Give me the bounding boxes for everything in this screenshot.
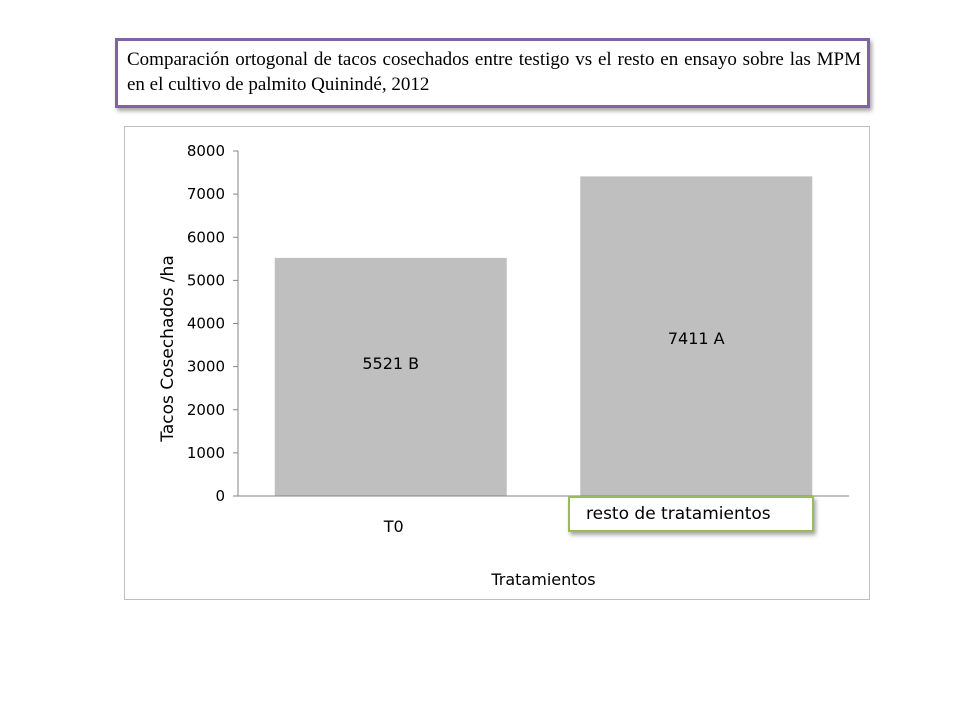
data-label: 7411 A: [668, 329, 725, 348]
category-label-callout: resto de tratamientos: [568, 496, 814, 532]
chart-title: Comparación ortogonal de tacos cosechado…: [115, 38, 870, 108]
y-tick-label: 6000: [187, 228, 225, 246]
y-axis-title: Tacos Cosechados /ha: [158, 255, 178, 443]
y-tick-label: 3000: [187, 358, 225, 376]
chart-area: 0 1000 2000 3000 4000 5000 6000 7000 8000 5521 B 7…: [124, 126, 870, 600]
x-axis-title: Tratamientos: [490, 570, 595, 589]
y-tick-label: 7000: [187, 185, 225, 203]
y-tick-label: 1000: [187, 444, 225, 462]
y-tick-label: 8000: [187, 142, 225, 160]
y-tick-label: 0: [215, 487, 225, 505]
y-tick-label: 2000: [187, 401, 225, 419]
x-tick-label: T0: [383, 517, 404, 536]
bar: [580, 176, 813, 496]
data-label: 5521 B: [362, 354, 419, 373]
y-tick-label: 5000: [187, 271, 225, 289]
bar-chart: 0 1000 2000 3000 4000 5000 6000 7000 8000 5521 B 7…: [158, 142, 849, 589]
y-tick-label: 4000: [187, 315, 225, 333]
bar: [274, 257, 507, 496]
